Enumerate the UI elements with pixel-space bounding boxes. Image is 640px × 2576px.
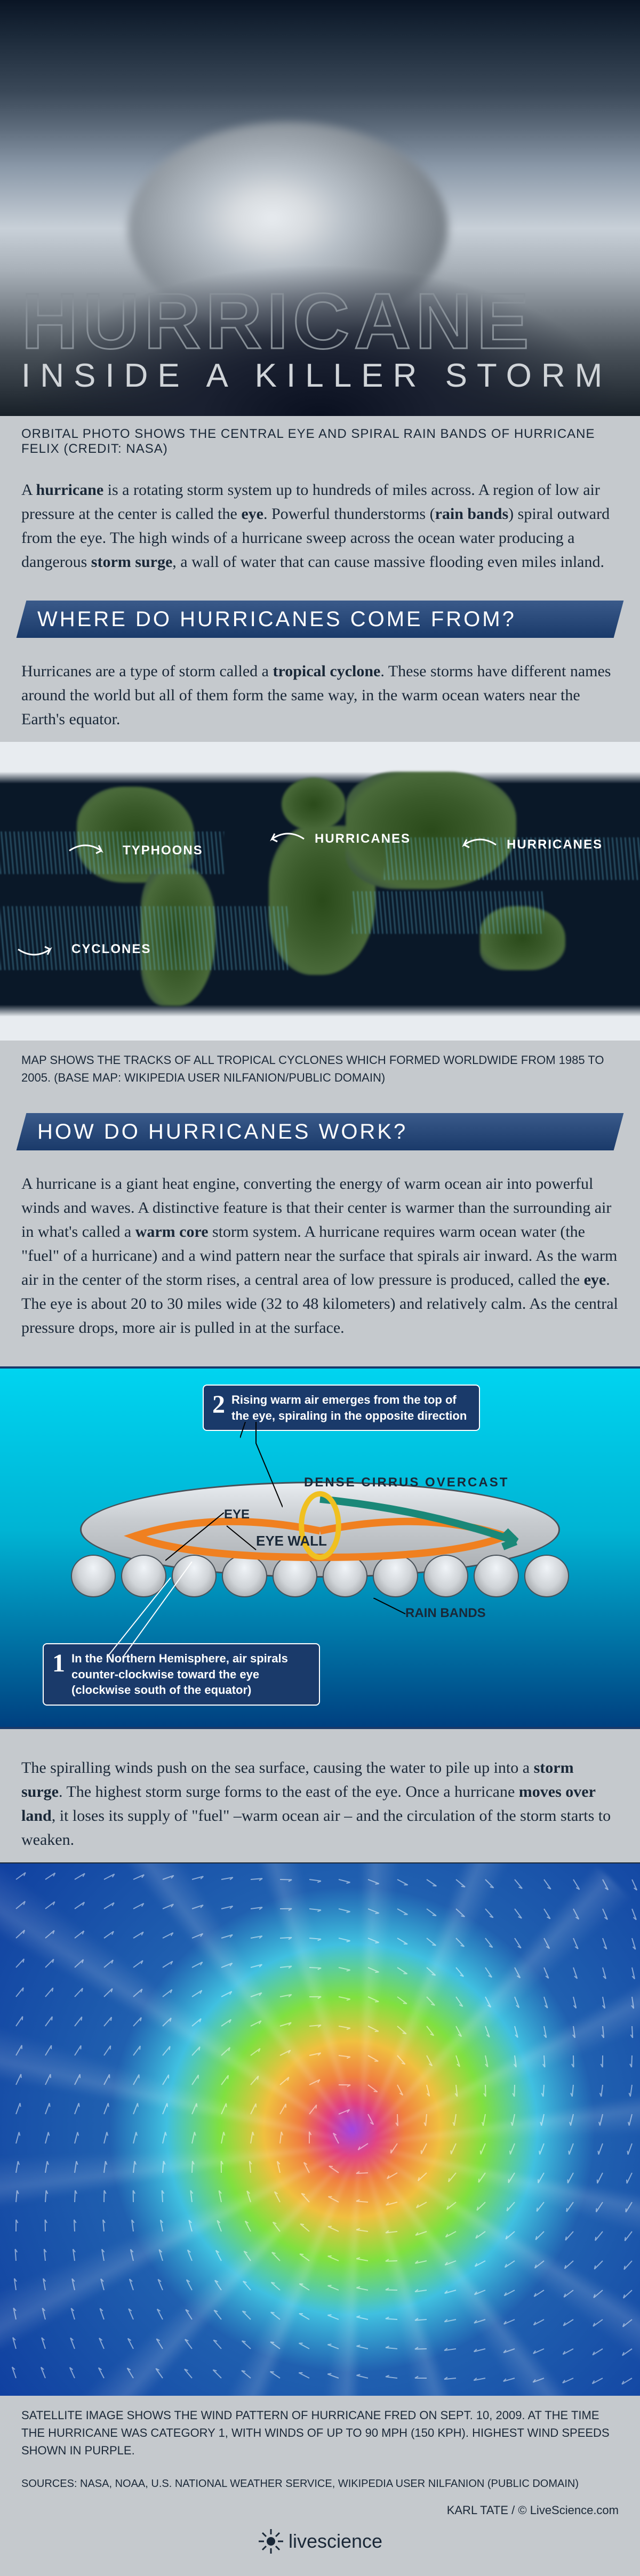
wind-vectors-icon [0,1863,640,2396]
section2-text-2: The spiralling winds push on the sea sur… [0,1745,640,1862]
subtitle: INSIDE A KILLER STORM [21,357,619,395]
callout-line-icon [373,1598,427,1619]
logo-text: livescience [289,2530,382,2553]
footer: livescience [0,2517,640,2576]
world-map: TYPHOONS HURRICANES HURRICANES CYCLONES [0,742,640,1041]
main-title: HURRICANE [21,282,619,361]
map-label-hurricanes-2: HURRICANES [448,831,603,858]
hero-caption: ORBITAL PHOTO SHOWS THE CENTRAL EYE AND … [0,416,640,467]
section-header-2-text: HOW DO HURRICANES WORK? [21,1120,407,1144]
infographic-container: HURRICANE INSIDE A KILLER STORM ORBITAL … [0,0,640,2576]
satellite-caption: SATELLITE IMAGE SHOWS THE WIND PATTERN O… [0,2396,640,2470]
byline: KARL TATE / © LiveScience.com [0,2498,640,2517]
callout-number: 2 [212,1392,225,1423]
section-header-2: HOW DO HURRICANES WORK? [21,1113,619,1150]
logo: livescience [258,2528,382,2555]
sources-text: SOURCES: NASA, NOAA, U.S. NATIONAL WEATH… [0,2470,640,2498]
cyclone-tracks [0,742,640,1041]
callout-line-icon [96,1562,203,1658]
map-label-cyclones: CYCLONES [13,936,151,963]
section-header-1: WHERE DO HURRICANES COME FROM? [21,601,619,638]
arrow-icon [64,837,117,864]
arrow-icon [448,831,501,858]
hero-image: HURRICANE INSIDE A KILLER STORM [0,0,640,416]
intro-paragraph: A hurricane is a rotating storm system u… [0,467,640,585]
callout-line-icon [165,1513,272,1566]
section2-text-1: A hurricane is a giant heat engine, conv… [0,1161,640,1350]
section-header-1-text: WHERE DO HURRICANES COME FROM? [21,607,516,631]
map-label-hurricanes-1: HURRICANES [256,826,411,852]
diagram-label-dense: DENSE CIRRUS OVERCAST [304,1475,509,1490]
callout-number: 1 [52,1651,65,1698]
arrow-icon [256,826,309,852]
sun-icon [258,2528,284,2555]
map-label-typhoons: TYPHOONS [64,837,203,864]
map-caption: MAP SHOWS THE TRACKS OF ALL TROPICAL CYC… [0,1041,640,1097]
hurricane-diagram: 2 Rising warm air emerges from the top o… [0,1366,640,1729]
satellite-image [0,1862,640,2396]
arrow-icon [13,936,66,963]
callout-line-icon [240,1422,283,1518]
section1-text: Hurricanes are a type of storm called a … [0,649,640,742]
title-block: HURRICANE INSIDE A KILLER STORM [21,282,619,395]
